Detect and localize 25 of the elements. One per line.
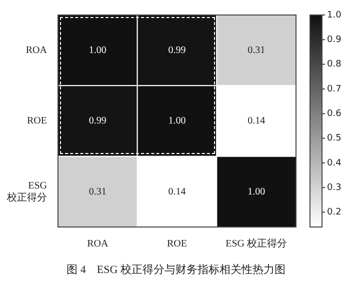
color-bar-label: 0.5 bbox=[327, 134, 342, 144]
y-tick-label: ROA bbox=[26, 44, 48, 56]
data-label: 0.99 bbox=[168, 44, 186, 56]
color-bar-label: 1.0 bbox=[327, 10, 342, 20]
data-label: 1.00 bbox=[168, 116, 186, 127]
x-tick-label: ROA bbox=[87, 238, 109, 250]
color-bar-label: 0.8 bbox=[327, 60, 342, 70]
data-label: 0.99 bbox=[88, 116, 106, 127]
text: 图 4 ESG 校正得分与财务指标相关性热力图 bbox=[66, 262, 286, 277]
x-tick-label: ESG 校正得分 bbox=[226, 238, 288, 250]
y-tick-label: ROE bbox=[27, 116, 47, 127]
x-tick-label: ROE bbox=[167, 238, 187, 250]
color-bar-label: 0.4 bbox=[327, 158, 342, 168]
data-label: 0.31 bbox=[248, 44, 266, 56]
data-label: 1.00 bbox=[88, 44, 106, 56]
color-bar-label: 0.3 bbox=[327, 182, 342, 193]
color-bar-label: 0.9 bbox=[327, 34, 342, 45]
color-bar-label: 0.7 bbox=[327, 84, 342, 94]
data-label: 0.14 bbox=[168, 186, 186, 198]
color-bar-label: 0.2 bbox=[327, 208, 342, 218]
data-label: 0.14 bbox=[248, 116, 266, 127]
y-tick-label: ESG 校正得分 bbox=[6, 180, 47, 204]
color-bar-label: 0.6 bbox=[327, 108, 342, 119]
data-label: 0.31 bbox=[88, 186, 106, 198]
data-label: 1.00 bbox=[248, 186, 266, 198]
